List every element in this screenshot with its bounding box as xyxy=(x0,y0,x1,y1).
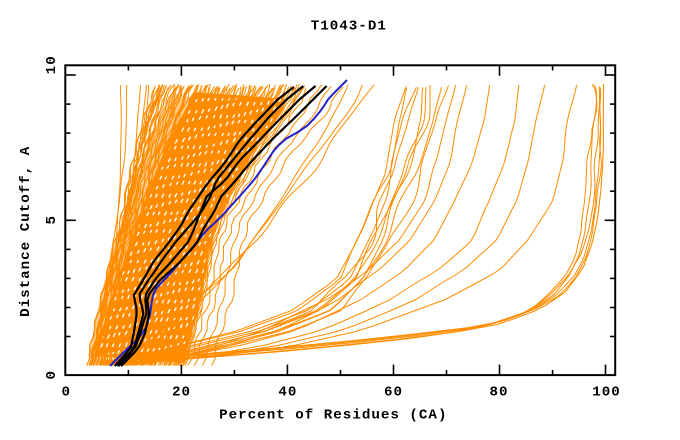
svg-text:T1043-D1: T1043-D1 xyxy=(311,18,387,34)
svg-text:Percent of Residues (CA): Percent of Residues (CA) xyxy=(219,407,447,423)
svg-text:40: 40 xyxy=(278,384,297,400)
svg-text:0: 0 xyxy=(44,370,60,380)
svg-text:20: 20 xyxy=(172,384,191,400)
svg-text:80: 80 xyxy=(489,384,508,400)
svg-text:0: 0 xyxy=(61,384,71,400)
svg-text:100: 100 xyxy=(592,384,621,400)
svg-text:10: 10 xyxy=(44,55,60,74)
svg-text:5: 5 xyxy=(44,215,60,225)
svg-text:60: 60 xyxy=(384,384,403,400)
svg-text:Distance Cutoff, A: Distance Cutoff, A xyxy=(18,146,34,317)
